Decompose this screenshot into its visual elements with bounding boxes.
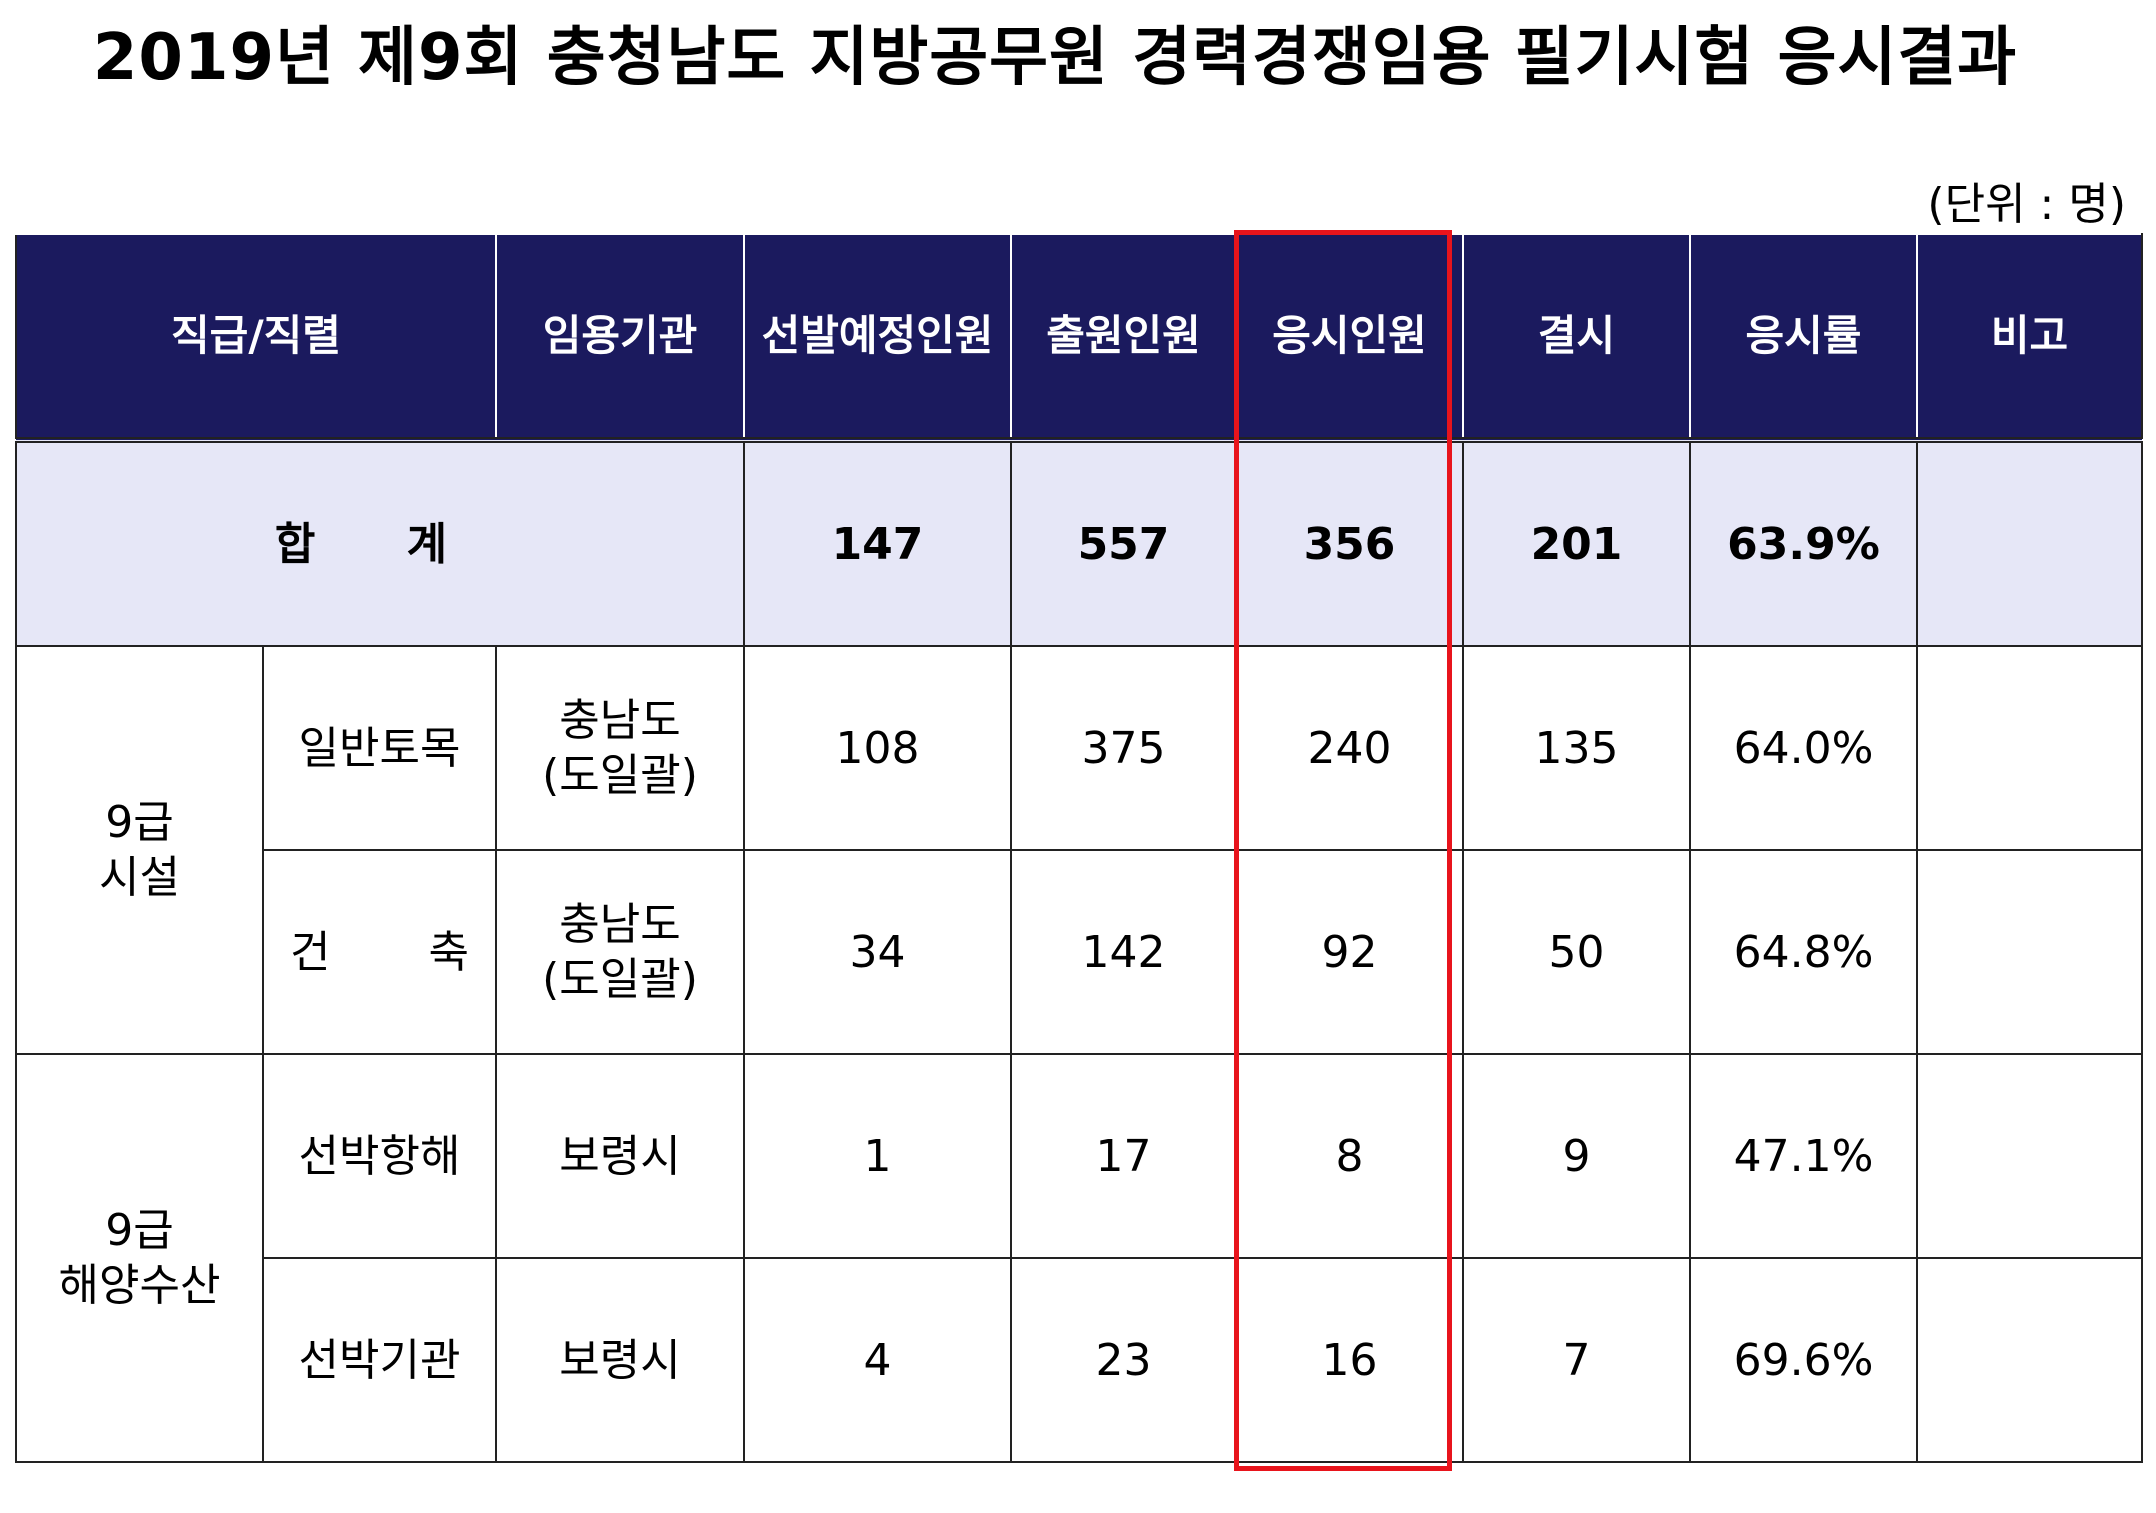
applicants-cell: 17 — [1010, 1053, 1237, 1259]
total-row: 합 계 147 557 356 201 63.9% — [15, 439, 2143, 647]
absent-cell: 9 — [1462, 1053, 1691, 1259]
planned-cell: 4 — [743, 1257, 1012, 1463]
note-cell — [1916, 1257, 2143, 1463]
rate-cell: 64.8% — [1689, 849, 1918, 1055]
total-label: 합 계 — [15, 439, 745, 647]
total-absent: 201 — [1462, 439, 1691, 647]
unit-label: (단위 : 명) — [1927, 179, 2126, 230]
group-cell: 9급 시설 — [15, 645, 264, 1055]
header-absent: 결시 — [1462, 233, 1691, 443]
header-rate: 응시률 — [1689, 233, 1918, 443]
note-cell — [1916, 645, 2143, 851]
header-agency: 임용기관 — [495, 233, 745, 443]
agency-cell: 충남도 (도일괄) — [495, 849, 745, 1055]
rate-cell: 47.1% — [1689, 1053, 1918, 1259]
examinees-cell: 16 — [1235, 1257, 1464, 1463]
series-cell: 선박항해 — [262, 1053, 497, 1259]
group-category: 해양수산 — [58, 1260, 221, 1311]
note-cell — [1916, 849, 2143, 1055]
examinees-cell: 240 — [1235, 645, 1464, 851]
header-applicants: 출원인원 — [1010, 233, 1237, 443]
rate-cell: 69.6% — [1689, 1257, 1918, 1463]
total-rate: 63.9% — [1689, 439, 1918, 647]
results-table: 직급/직렬 임용기관 선발예정인원 출원인원 응시인원 결시 응시률 비고 합 … — [15, 233, 2143, 1463]
page-title: 2019년 제9회 충청남도 지방공무원 경력경쟁임용 필기시험 응시결과 — [92, 21, 2018, 95]
agency-cell: 보령시 — [495, 1053, 745, 1259]
series-cell: 선박기관 — [262, 1257, 497, 1463]
agency-cell: 보령시 — [495, 1257, 745, 1463]
total-examinees: 356 — [1235, 439, 1464, 647]
absent-cell: 7 — [1462, 1257, 1691, 1463]
examinees-cell: 92 — [1235, 849, 1464, 1055]
header-planned: 선발예정인원 — [743, 233, 1012, 443]
series-part: 축 — [428, 926, 469, 978]
header-note: 비고 — [1916, 233, 2143, 443]
group-cell: 9급 해양수산 — [15, 1053, 264, 1463]
series-part: 건 — [290, 926, 331, 978]
agency-line: 충남도 — [559, 695, 681, 746]
agency-line: 충남도 — [559, 899, 681, 950]
group-grade: 9급 — [105, 797, 174, 848]
agency-line: (도일괄) — [542, 750, 698, 801]
table-row: 건 축 충남도 (도일괄) 34 142 92 50 64.8% — [16, 849, 2143, 1055]
header-position: 직급/직렬 — [15, 233, 497, 443]
examinees-cell: 8 — [1235, 1053, 1464, 1259]
series-cell: 건 축 — [262, 849, 497, 1055]
applicants-cell: 23 — [1010, 1257, 1237, 1463]
applicants-cell: 375 — [1010, 645, 1237, 851]
header-examinees: 응시인원 — [1235, 233, 1464, 443]
note-cell — [1916, 1053, 2143, 1259]
header-row: 직급/직렬 임용기관 선발예정인원 출원인원 응시인원 결시 응시률 비고 — [15, 233, 2143, 443]
table-row: 선박기관 보령시 4 23 16 7 69.6% — [16, 1257, 2143, 1463]
group-grade: 9급 — [105, 1205, 174, 1256]
applicants-cell: 142 — [1010, 849, 1237, 1055]
total-planned: 147 — [743, 439, 1012, 647]
table-row: 9급 시설 일반토목 충남도 (도일괄) 108 375 240 135 64.… — [15, 645, 2143, 1055]
planned-cell: 1 — [743, 1053, 1012, 1259]
absent-cell: 135 — [1462, 645, 1691, 851]
agency-cell: 충남도 (도일괄) — [495, 645, 745, 851]
total-applicants: 557 — [1010, 439, 1237, 647]
planned-cell: 108 — [743, 645, 1012, 851]
planned-cell: 34 — [743, 849, 1012, 1055]
total-note — [1916, 439, 2143, 647]
table-row: 9급 해양수산 선박항해 보령시 1 17 8 9 47.1% — [15, 1053, 2143, 1463]
group-category: 시설 — [99, 852, 180, 903]
rate-cell: 64.0% — [1689, 645, 1918, 851]
series-cell: 일반토목 — [262, 645, 497, 851]
agency-line: (도일괄) — [542, 954, 698, 1005]
absent-cell: 50 — [1462, 849, 1691, 1055]
